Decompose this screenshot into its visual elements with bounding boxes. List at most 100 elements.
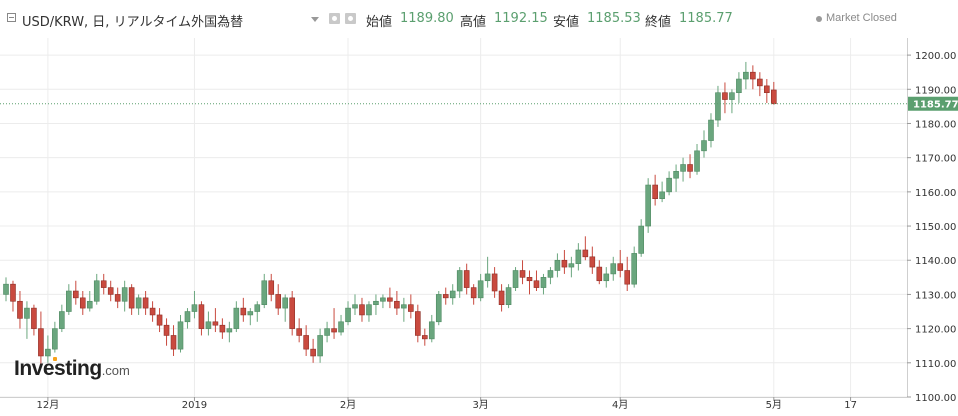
candle-body xyxy=(554,259,561,271)
candle-body xyxy=(142,297,149,309)
candle-body xyxy=(415,311,421,336)
candle-body xyxy=(449,290,456,299)
candle-body xyxy=(519,270,526,278)
candle-body xyxy=(736,78,742,94)
close-label: 終値 xyxy=(645,15,672,30)
candle-body xyxy=(205,321,212,329)
candle-body xyxy=(603,273,610,282)
candle-body xyxy=(561,259,568,268)
x-tick-label: 2019 xyxy=(182,400,207,411)
candle-body xyxy=(121,287,128,302)
candle-body xyxy=(289,297,295,329)
y-tick-label: 1190.00 xyxy=(915,85,956,96)
candle-body xyxy=(184,311,191,323)
x-tick-label: 4月 xyxy=(612,399,628,411)
candle-body xyxy=(666,177,672,193)
candle-body xyxy=(66,290,72,312)
last-price-label-group: 1185.77 xyxy=(908,96,958,111)
y-tick-label: 1160.00 xyxy=(915,188,956,199)
candle-body xyxy=(645,184,651,227)
y-tick-label: 1150.00 xyxy=(915,222,956,233)
candle-body xyxy=(596,266,603,282)
y-tick-label: 1110.00 xyxy=(915,359,956,370)
candle-body xyxy=(533,280,540,288)
candle-body xyxy=(380,297,386,302)
candle-body xyxy=(750,71,756,80)
candle-body xyxy=(366,304,372,316)
candle-body xyxy=(359,304,365,316)
candle-body xyxy=(107,287,114,295)
collapse-icon[interactable] xyxy=(7,13,16,22)
open-value: 1189.80 xyxy=(400,11,454,26)
candle-body xyxy=(526,277,533,282)
candle-body xyxy=(373,300,379,305)
candle-body xyxy=(484,273,491,282)
candle-body xyxy=(17,300,23,319)
candle-body xyxy=(624,270,631,285)
candle-body xyxy=(79,297,86,309)
candle-body xyxy=(156,314,163,326)
candle-body xyxy=(659,191,665,199)
candle-body xyxy=(729,92,735,100)
candle-body xyxy=(296,328,302,336)
low-label: 安値 xyxy=(553,15,580,30)
candle-body xyxy=(219,324,226,333)
candle-body xyxy=(212,321,219,326)
candle-body xyxy=(338,321,344,333)
candle-body xyxy=(764,85,770,94)
investing-logo: Investing.com xyxy=(14,357,130,381)
y-axis-ticks: 1100.00 1110.00 1120.00 1130.00 1140.00 1150.… xyxy=(907,51,956,404)
candle-body xyxy=(442,294,449,299)
candle-body xyxy=(331,328,337,333)
candle-body xyxy=(93,280,100,302)
candle-body xyxy=(652,184,658,199)
candle-body xyxy=(743,71,749,80)
candle-body xyxy=(715,92,721,121)
chart-axes xyxy=(0,38,908,398)
symbol-title[interactable]: USD/KRW, 日, リアルタイム外国為替 xyxy=(22,15,244,30)
settings-icon[interactable] xyxy=(345,13,356,24)
candle-body xyxy=(100,280,107,288)
x-tick-label: 3月 xyxy=(472,399,488,411)
candle-body xyxy=(568,263,575,268)
market-status: Market Closed xyxy=(826,12,897,24)
candle-body xyxy=(163,324,170,336)
candles xyxy=(3,61,777,367)
candle-body xyxy=(547,270,554,278)
candle-body xyxy=(435,294,442,323)
candle-body xyxy=(114,294,121,302)
chevron-down-icon[interactable] xyxy=(311,17,319,22)
candle-body xyxy=(408,304,414,312)
candle-body xyxy=(149,307,156,316)
candle-body xyxy=(477,280,484,299)
x-axis-ticks: 12月 2019 2月 3月 4月 5月 17 xyxy=(37,397,857,411)
candle-body xyxy=(456,270,463,292)
logo-text: Investing xyxy=(14,357,102,380)
low-value: 1185.53 xyxy=(587,11,641,26)
candle-body xyxy=(540,277,547,288)
open-label: 始値 xyxy=(366,15,393,30)
candle-body xyxy=(708,119,714,141)
candle-body xyxy=(491,273,498,292)
candle-body xyxy=(135,297,142,309)
high-label: 高値 xyxy=(460,15,487,30)
candle-body xyxy=(421,335,428,340)
candle-body xyxy=(38,328,44,357)
candle-body xyxy=(73,290,79,299)
candle-body xyxy=(680,164,686,172)
candle-body xyxy=(498,290,505,305)
candle-body xyxy=(59,311,65,329)
candle-body xyxy=(722,92,728,100)
visibility-icon[interactable] xyxy=(329,13,340,24)
candle-body xyxy=(317,335,323,357)
chart-header: USD/KRW, 日, リアルタイム外国為替 始値 1189.80 高値 119… xyxy=(0,0,958,38)
candle-body xyxy=(31,307,37,329)
candle-body xyxy=(394,300,400,309)
y-tick-label: 1140.00 xyxy=(915,256,956,267)
candle-body xyxy=(770,89,777,105)
candle-body xyxy=(198,304,205,329)
candle-body xyxy=(638,225,644,254)
y-tick-label: 1130.00 xyxy=(915,290,956,301)
last-price-badge xyxy=(908,96,958,111)
